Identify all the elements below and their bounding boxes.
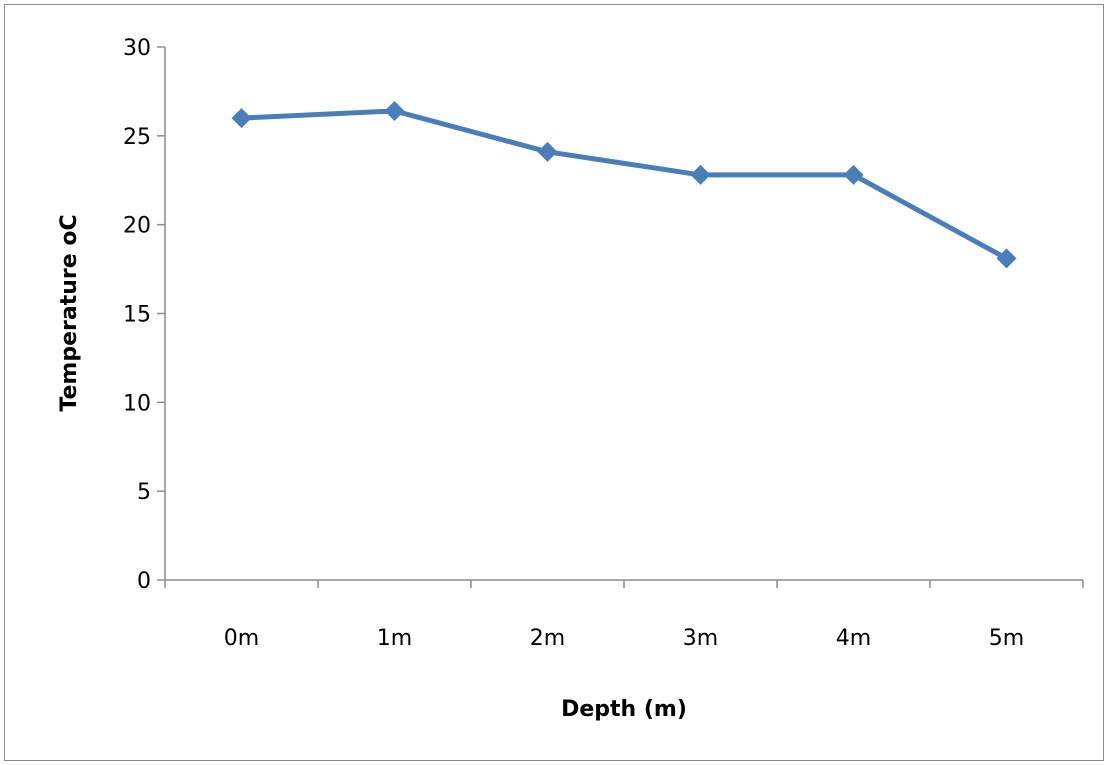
y-axis-ticks: 0 5 10 15 20 25 30 [123,36,165,594]
data-point-3m [690,164,711,185]
x-tick-label: 3m [683,626,718,651]
x-tick-label: 2m [530,626,565,651]
y-tick-label: 0 [137,569,151,594]
data-point-5m [996,248,1017,269]
chart-frame [4,4,1104,761]
data-point-1m [384,100,405,121]
data-point-0m [231,108,252,129]
series-layer [231,100,1017,269]
x-axis-title: Depth (m) [561,697,687,722]
y-tick-label: 10 [123,391,151,416]
x-tick-label: 0m [224,626,259,651]
y-axis-title: Temperature oC [57,214,82,411]
x-tick-label: 5m [989,626,1024,651]
y-tick-label: 15 [123,303,151,328]
x-tick-label: 4m [836,626,871,651]
x-axis-ticks: 0m 1m 2m 3m 4m 5m [164,580,1084,651]
y-tick-label: 25 [123,125,151,150]
y-tick-label: 5 [137,480,151,505]
y-tick-label: 30 [123,36,151,61]
x-tick-label: 1m [377,626,412,651]
series-line [241,108,1008,261]
y-tick-label: 20 [123,214,151,239]
data-point-4m [843,164,864,185]
data-point-2m [537,141,558,162]
